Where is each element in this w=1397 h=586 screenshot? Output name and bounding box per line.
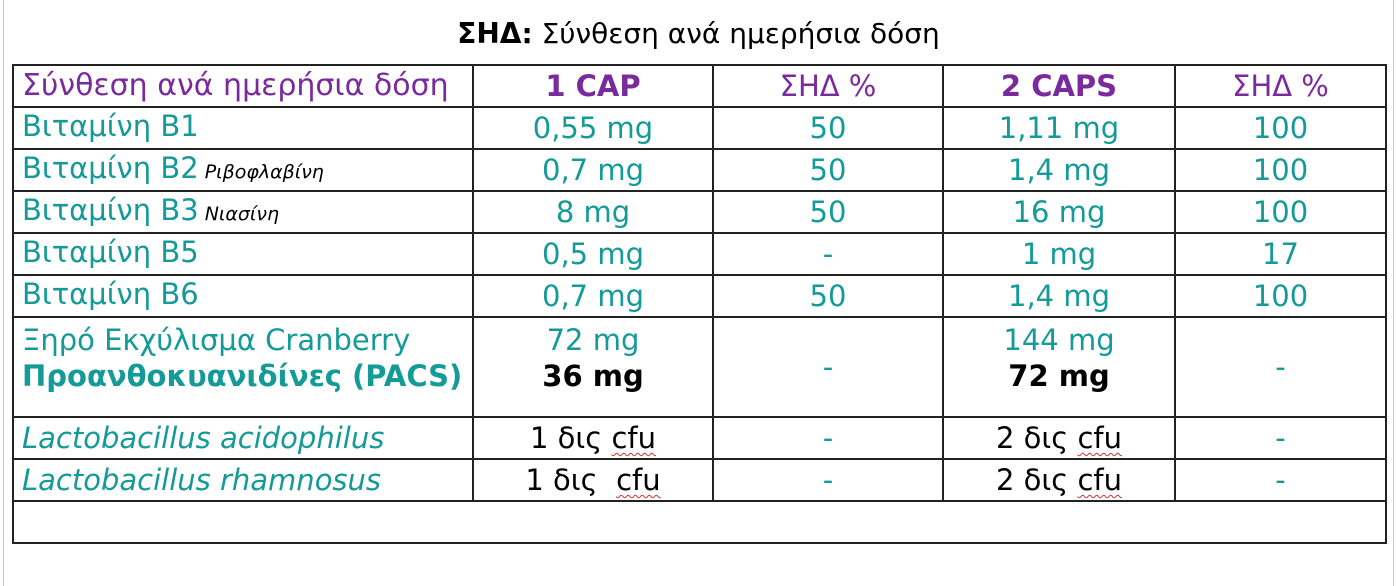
composition-table: Σύνθεση ανά ημερήσια δόση 1 CAP ΣΗΔ % 2 …: [12, 64, 1387, 544]
dose-1-cap: 0,5 mg: [472, 232, 714, 276]
dose-1-cap: 72 mg 36 mg: [472, 316, 714, 418]
dose-2-caps: 16 mg: [942, 190, 1176, 234]
rda-1-cap: -: [712, 416, 944, 460]
ingredient-name: Lactobacillus acidophilus: [12, 416, 474, 460]
rda-2-caps: 100: [1174, 106, 1387, 150]
empty-cell: [12, 500, 1387, 544]
table-row: Βιταμίνη Β5 0,5 mg - 1 mg 17: [12, 232, 1387, 276]
rda-2-caps: 17: [1174, 232, 1387, 276]
rda-1-cap: -: [712, 232, 944, 276]
rda-2-caps: -: [1174, 458, 1387, 502]
title-bold-prefix: ΣΗΔ:: [457, 17, 533, 50]
rda-2-caps: -: [1174, 316, 1387, 418]
header-label: Σύνθεση ανά ημερήσια δόση: [12, 64, 474, 108]
dose-1-cap: 1 δις cfu: [472, 416, 714, 460]
dose-1-cap: 0,7 mg: [472, 274, 714, 318]
ingredient-name: Ξηρό Εκχύλισμα Cranberry Προανθοκυανιδίν…: [12, 316, 474, 418]
title-text: Σύνθεση ανά ημερήσια δόση: [541, 17, 940, 50]
table-row: Lactobacillus rhamnosus 1 δις cfu - 2 δι…: [12, 458, 1387, 502]
rda-1-cap: -: [712, 458, 944, 502]
cranberry-pacs-name: Προανθοκυανιδίνες (PACS): [22, 359, 463, 393]
header-rda-1: ΣΗΔ %: [712, 64, 944, 108]
ingredient-name: Lactobacillus rhamnosus: [12, 458, 474, 502]
dose-1-cap: 0,7 mg: [472, 148, 714, 192]
header-2-caps: 2 CAPS: [942, 64, 1176, 108]
dose-2-caps: 1,4 mg: [942, 148, 1176, 192]
ingredient-name: Βιταμίνη Β3 Νιασίνη: [12, 190, 474, 234]
rda-1-cap: 50: [712, 106, 944, 150]
rda-2-caps: 100: [1174, 274, 1387, 318]
dose-2-caps: 1,4 mg: [942, 274, 1176, 318]
cranberry-dose-2: 144 mg: [1003, 323, 1115, 357]
dose-2-caps: 2 δις cfu: [942, 458, 1176, 502]
rda-1-cap: 50: [712, 190, 944, 234]
ingredient-name: Βιταμίνη Β2 Ριβοφλαβίνη: [12, 148, 474, 192]
table-empty-row: [12, 500, 1387, 544]
cranberry-name: Ξηρό Εκχύλισμα Cranberry: [22, 323, 411, 357]
dose-1-cap: 1 δις cfu: [472, 458, 714, 502]
dose-2-caps: 2 δις cfu: [942, 416, 1176, 460]
rda-2-caps: -: [1174, 416, 1387, 460]
table-row: Βιταμίνη Β6 0,7 mg 50 1,4 mg 100: [12, 274, 1387, 318]
rda-1-cap: -: [712, 316, 944, 418]
dose-1-cap: 0,55 mg: [472, 106, 714, 150]
rda-1-cap: 50: [712, 274, 944, 318]
pacs-dose-2: 72 mg: [1008, 359, 1110, 393]
pacs-dose-1: 36 mg: [542, 359, 644, 393]
ingredient-subname: Νιασίνη: [204, 203, 279, 225]
cranberry-dose-1: 72 mg: [546, 323, 640, 357]
ingredient-name: Βιταμίνη Β1: [12, 106, 474, 150]
page-title: ΣΗΔ: Σύνθεση ανά ημερήσια δόση: [0, 14, 1397, 54]
ingredient-name: Βιταμίνη Β6: [12, 274, 474, 318]
header-rda-2: ΣΗΔ %: [1174, 64, 1387, 108]
page-edge-left: [3, 0, 4, 586]
table-row-cranberry: Ξηρό Εκχύλισμα Cranberry Προανθοκυανιδίν…: [12, 316, 1387, 418]
dose-2-caps: 1,11 mg: [942, 106, 1176, 150]
rda-1-cap: 50: [712, 148, 944, 192]
dose-2-caps: 1 mg: [942, 232, 1176, 276]
table-row: Lactobacillus acidophilus 1 δις cfu - 2 …: [12, 416, 1387, 460]
page-edge-right: [1393, 0, 1394, 586]
dose-1-cap: 8 mg: [472, 190, 714, 234]
table-row: Βιταμίνη Β2 Ριβοφλαβίνη 0,7 mg 50 1,4 mg …: [12, 148, 1387, 192]
ingredient-subname: Ριβοφλαβίνη: [204, 161, 324, 183]
rda-2-caps: 100: [1174, 148, 1387, 192]
header-1-cap: 1 CAP: [472, 64, 714, 108]
ingredient-name: Βιταμίνη Β5: [12, 232, 474, 276]
rda-2-caps: 100: [1174, 190, 1387, 234]
table-row: Βιταμίνη Β1 0,55 mg 50 1,11 mg 100: [12, 106, 1387, 150]
dose-2-caps: 144 mg 72 mg: [942, 316, 1176, 418]
table-header-row: Σύνθεση ανά ημερήσια δόση 1 CAP ΣΗΔ % 2 …: [12, 64, 1387, 108]
table-row: Βιταμίνη Β3 Νιασίνη 8 mg 50 16 mg 100: [12, 190, 1387, 234]
